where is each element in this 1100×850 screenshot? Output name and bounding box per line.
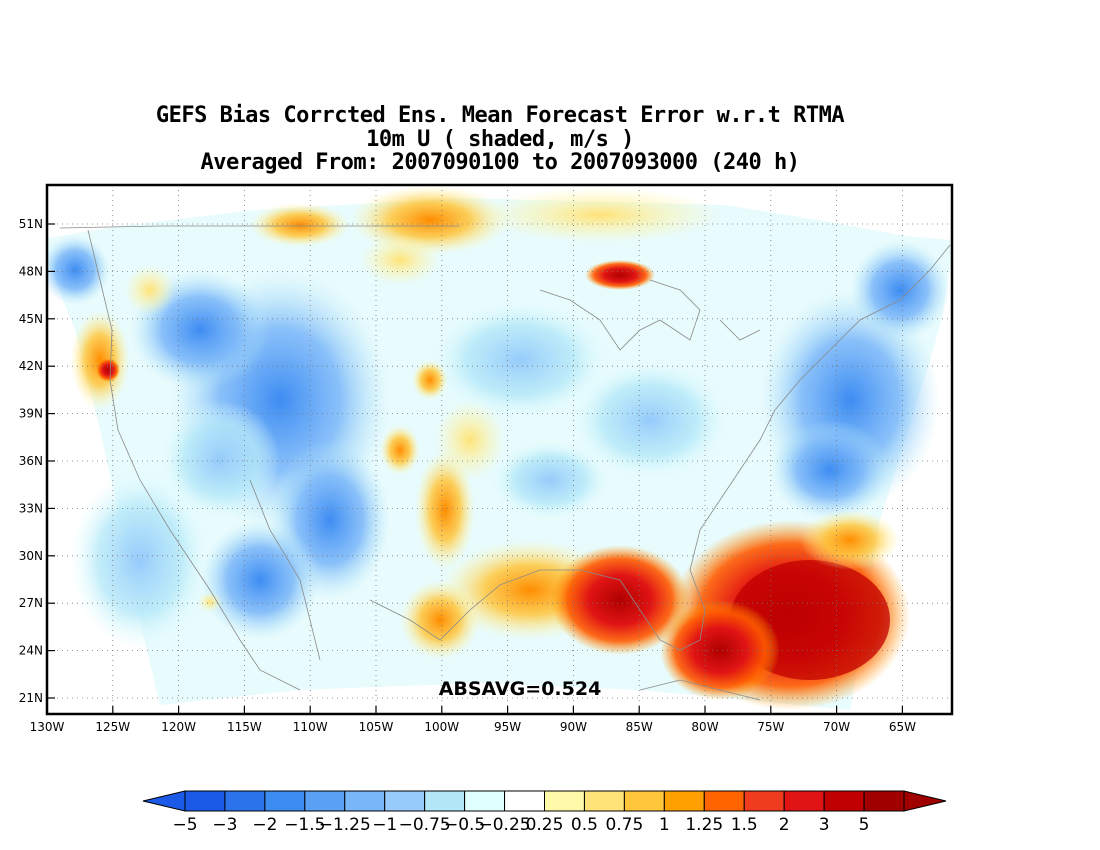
lat-label: 21N <box>19 691 43 705</box>
chart-title-line-3: Averaged From: 2007090100 to 2007093000 … <box>200 150 800 175</box>
colorbar-label: −5 <box>172 815 197 835</box>
colorbar-swatch <box>464 790 506 812</box>
lon-label: 100W <box>424 720 459 734</box>
colorbar-swatch <box>344 790 386 812</box>
lon-label: 90W <box>560 720 587 734</box>
lat-label: 39N <box>19 407 43 421</box>
colorbar-swatch <box>424 790 466 812</box>
lat-label: 45N <box>19 312 43 326</box>
colorbar: −5 −3 −2 −1.5−1.25 −1 −0.75−0.5−0.250.25 0.5 0.… <box>142 790 947 835</box>
lon-label: 115W <box>227 720 262 734</box>
map-frame <box>45 183 954 716</box>
colorbar-swatch <box>224 790 266 812</box>
colorbar-label: −0.5 <box>444 815 485 835</box>
lat-label: 42N <box>19 359 43 373</box>
lon-label: 85W <box>626 720 653 734</box>
lon-label: 130W <box>30 720 65 734</box>
colorbar-swatch <box>703 790 745 812</box>
lon-label: 125W <box>95 720 130 734</box>
lon-label: 105W <box>359 720 394 734</box>
lat-label: 36N <box>19 454 43 468</box>
colorbar-swatch <box>544 790 585 812</box>
shaded-blobs <box>47 185 950 710</box>
colorbar-label: 0.75 <box>605 815 643 835</box>
lon-label: 110W <box>293 720 328 734</box>
colorbar-swatch <box>504 790 545 812</box>
colorbar-label: 1.25 <box>685 815 723 835</box>
colorbar-swatch <box>863 790 905 812</box>
map-grid <box>46 185 952 714</box>
colorbar-swatch <box>743 790 785 812</box>
colorbar-label: 1.5 <box>731 815 758 835</box>
colorbar-label: −0.75 <box>399 815 451 835</box>
colorbar-label: 3 <box>819 815 830 835</box>
colorbar-swatch <box>783 790 825 812</box>
colorbar-swatch <box>823 790 865 812</box>
colorbar-label: 0.5 <box>571 815 598 835</box>
colorbar-label: 1 <box>659 815 670 835</box>
lon-label: 95W <box>494 720 521 734</box>
colorbar-swatch <box>623 790 665 812</box>
colorbar-label: −1.25 <box>319 815 371 835</box>
chart-title-line-2: 10m U ( shaded, m/s ) <box>366 127 634 152</box>
colorbar-label: −0.25 <box>479 815 531 835</box>
lon-label: 75W <box>757 720 784 734</box>
lat-label: 48N <box>19 264 43 278</box>
lat-label: 30N <box>19 549 43 563</box>
colorbar-swatch <box>663 790 705 812</box>
absavg-annotation: ABSAVG=0.524 <box>439 678 602 700</box>
lat-label: 33N <box>19 501 43 515</box>
lon-label: 65W <box>889 720 916 734</box>
colorbar-label: −1.5 <box>284 815 325 835</box>
colorbar-arrow-right <box>903 790 947 812</box>
colorbar-swatch <box>384 790 426 812</box>
lat-label: 51N <box>19 217 43 231</box>
colorbar-label: 5 <box>859 815 870 835</box>
colorbar-label: −1 <box>372 815 397 835</box>
lon-label: 120W <box>161 720 196 734</box>
colorbar-swatch <box>184 790 226 812</box>
lat-label: 24N <box>19 644 43 658</box>
colorbar-swatch <box>264 790 306 812</box>
colorbar-label: −3 <box>212 815 237 835</box>
latitude-labels: 51N 48N 45N 42N 39N 36N 33N 30N 27N 24N 21N <box>19 217 43 705</box>
colorbar-swatch <box>583 790 625 812</box>
longitude-labels: 130W 125W 120W 115W 110W 105W 100W 95W 90W 85W 80W… <box>30 720 916 734</box>
chart-title-line-1: GEFS Bias Corrcted Ens. Mean Forecast Er… <box>155 103 845 128</box>
colorbar-label: 0.25 <box>526 815 564 835</box>
shaded-field <box>47 185 952 710</box>
lon-label: 80W <box>691 720 718 734</box>
colorbar-label: −2 <box>252 815 277 835</box>
colorbar-swatch <box>304 790 346 812</box>
colorbar-arrow-left <box>142 790 186 812</box>
colorbar-label: 2 <box>779 815 790 835</box>
lon-label: 70W <box>823 720 850 734</box>
lat-label: 27N <box>19 596 43 610</box>
